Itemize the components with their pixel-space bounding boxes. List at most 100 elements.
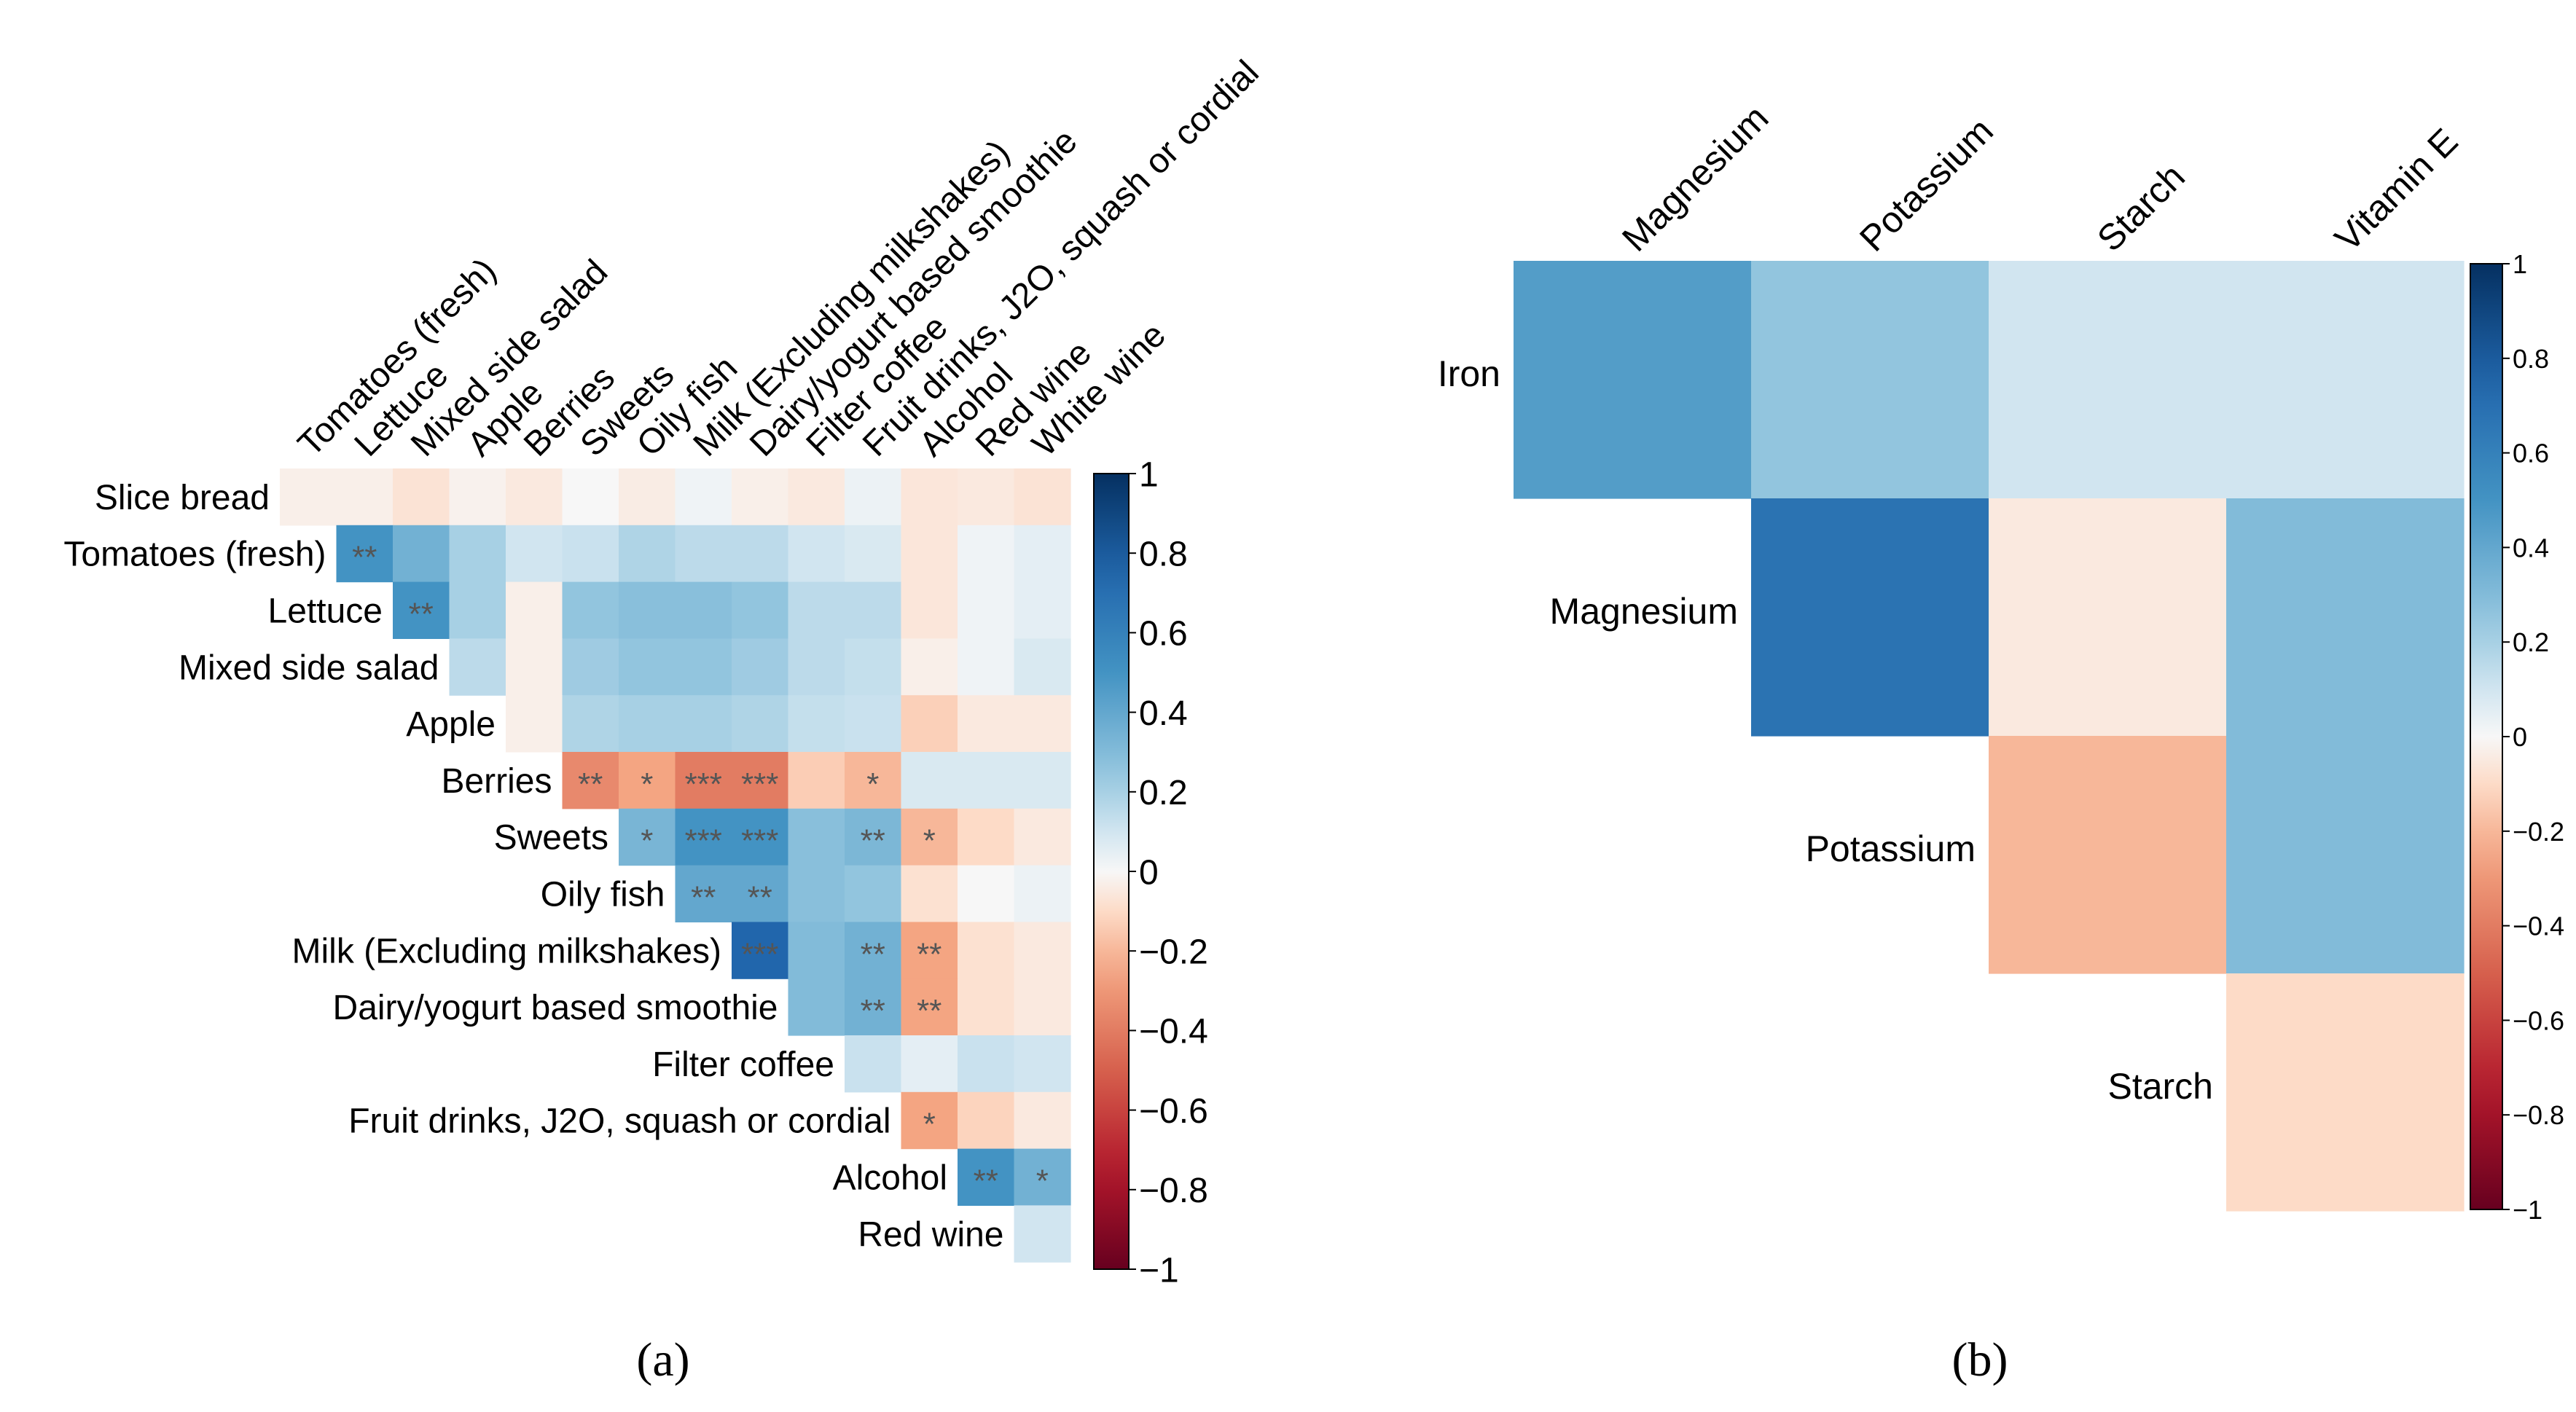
a-significance-mark: ** — [861, 936, 885, 972]
a-row-label: Filter coffee — [652, 1046, 834, 1084]
a-cell-apple-sweets — [562, 695, 619, 753]
a-cell-sweets-milk-excluding-milkshakes — [675, 808, 732, 866]
a-cell-lettuce-milk-excluding-milkshakes — [675, 581, 732, 639]
b-cell-starch-vitamin-e — [2226, 973, 2465, 1212]
a-cell-berries-red-wine — [958, 752, 1015, 809]
a-cell-filter-coffee-white-wine — [1014, 1035, 1071, 1093]
a-significance-mark: * — [641, 766, 653, 802]
a-significance-mark: ** — [917, 993, 941, 1029]
a-colorbar-tick-label: −0.8 — [1139, 1172, 1208, 1210]
a-cell-tomatoes-fresh-white-wine — [1014, 525, 1071, 583]
a-cell-berries-oily-fish — [619, 752, 676, 809]
a-cell-dairy-yogurt-based-smoothie-fruit-drinks-j2o-squash-or-cordial — [845, 978, 902, 1036]
a-cell-oily-fish-white-wine — [1014, 865, 1071, 922]
a-cell-lettuce-apple — [449, 581, 506, 639]
a-cell-slice-bread-filter-coffee — [788, 468, 845, 526]
b-row-label: Magnesium — [1550, 591, 1738, 632]
a-significance-mark: *** — [741, 823, 778, 859]
a-cell-apple-milk-excluding-milkshakes — [675, 695, 732, 753]
panel-b-correlogram: Iron Magnesium Potassium Starch Magnesium Po… — [1438, 97, 2564, 1386]
a-cell-apple-filter-coffee — [788, 695, 845, 753]
b-colorbar-tick-label: −0.8 — [2513, 1100, 2564, 1130]
a-colorbar-tick-label: −0.6 — [1139, 1092, 1208, 1131]
b-colorbar-tick-label: −0.6 — [2513, 1005, 2564, 1035]
b-colorbar-tick-label: 0.8 — [2513, 344, 2549, 374]
a-cell-tomatoes-fresh-milk-excluding-milkshakes — [675, 525, 732, 583]
b-row-label: Potassium — [1806, 828, 1976, 869]
a-cell-berries-fruit-drinks-j2o-squash-or-cordial — [845, 752, 902, 809]
a-cell-lettuce-fruit-drinks-j2o-squash-or-cordial — [845, 581, 902, 639]
a-cell-tomatoes-fresh-filter-coffee — [788, 525, 845, 583]
a-row-label: Sweets — [494, 819, 608, 858]
a-cell-tomatoes-fresh-berries — [506, 525, 563, 583]
a-cell-mixed-side-salad-filter-coffee — [788, 638, 845, 696]
b-colorbar-tick-label: 0 — [2513, 722, 2527, 752]
a-cell-mixed-side-salad-oily-fish — [619, 638, 676, 696]
a-significance-mark: *** — [741, 766, 778, 802]
a-cell-milk-excluding-milkshakes-filter-coffee — [788, 922, 845, 979]
a-colorbar-tick-label: 1 — [1139, 455, 1159, 494]
a-cell-slice-bread-berries — [506, 468, 563, 526]
a-cell-oily-fish-dairy-yogurt-based-smoothie — [732, 865, 789, 922]
a-significance-mark: * — [1036, 1164, 1049, 1199]
a-cell-oily-fish-fruit-drinks-j2o-squash-or-cordial — [845, 865, 902, 922]
b-colorbar-tick-label: 0.4 — [2513, 533, 2549, 562]
a-cell-lettuce-mixed-side-salad — [393, 581, 450, 639]
a-significance-mark: * — [923, 1107, 936, 1142]
a-colorbar-tick-label: −0.2 — [1139, 933, 1208, 971]
a-significance-mark: ** — [861, 823, 885, 859]
a-row-label: Tomatoes (fresh) — [63, 536, 326, 574]
a-cell-mixed-side-salad-dairy-yogurt-based-smoothie — [732, 638, 789, 696]
a-cell-apple-white-wine — [1014, 695, 1071, 753]
a-cell-filter-coffee-fruit-drinks-j2o-squash-or-cordial — [845, 1035, 902, 1093]
b-cell-iron-potassium — [1751, 261, 1989, 499]
a-row-label: Milk (Excluding milkshakes) — [292, 932, 721, 970]
a-colorbar-tick-label: 0.2 — [1139, 774, 1188, 812]
b-col-label: Vitamin E — [2327, 121, 2465, 259]
a-cell-sweets-fruit-drinks-j2o-squash-or-cordial — [845, 808, 902, 866]
b-cell-magnesium-starch — [1989, 498, 2227, 737]
a-colorbar-tick-label: −1 — [1139, 1251, 1179, 1290]
a-significance-mark: ** — [409, 597, 434, 632]
a-colorbar-tick-label: 0.4 — [1139, 694, 1188, 733]
b-cell-potassium-starch — [1989, 736, 2227, 974]
a-cell-berries-milk-excluding-milkshakes — [675, 752, 732, 809]
a-significance-mark: ** — [917, 936, 941, 972]
a-cell-oily-fish-filter-coffee — [788, 865, 845, 922]
a-cell-slice-bread-fruit-drinks-j2o-squash-or-cordial — [845, 468, 902, 526]
b-colorbar-tick-label: 0.2 — [2513, 627, 2549, 657]
b-cell-iron-starch — [1989, 261, 2227, 499]
a-cell-lettuce-white-wine — [1014, 581, 1071, 639]
panel-a-label: (a) — [636, 1333, 689, 1386]
a-cell-tomatoes-fresh-mixed-side-salad — [393, 525, 450, 583]
a-cell-mixed-side-salad-white-wine — [1014, 638, 1071, 696]
a-cell-lettuce-oily-fish — [619, 581, 676, 639]
a-colorbar-tick-label: 0 — [1139, 853, 1159, 892]
a-cell-tomatoes-fresh-oily-fish — [619, 525, 676, 583]
a-cell-dairy-yogurt-based-smoothie-white-wine — [1014, 978, 1071, 1036]
a-significance-mark: ** — [578, 766, 603, 802]
a-cell-red-wine-white-wine — [1014, 1205, 1071, 1263]
a-cell-tomatoes-fresh-alcohol — [901, 525, 958, 583]
a-cell-sweets-dairy-yogurt-based-smoothie — [732, 808, 789, 866]
a-cell-slice-bread-white-wine — [1014, 468, 1071, 526]
panel-a-correlogram: ****** * *** *** ** *** *** ** *** ***** ** **** ***… — [63, 53, 1266, 1386]
a-cell-apple-alcohol — [901, 695, 958, 753]
a-cell-apple-red-wine — [958, 695, 1015, 753]
a-cell-slice-bread-apple — [449, 468, 506, 526]
a-colorbar-tick-label: −0.4 — [1139, 1013, 1208, 1051]
b-cell-potassium-vitamin-e — [2226, 736, 2465, 974]
a-cell-mixed-side-salad-apple — [449, 638, 506, 696]
a-cell-oily-fish-red-wine — [958, 865, 1015, 922]
a-significance-mark: *** — [685, 823, 722, 859]
a-cell-mixed-side-salad-alcohol — [901, 638, 958, 696]
a-cell-sweets-white-wine — [1014, 808, 1071, 866]
b-colorbar-tick-label: 1 — [2513, 249, 2527, 279]
a-significance-mark: ** — [861, 993, 885, 1029]
a-cell-filter-coffee-alcohol — [901, 1035, 958, 1093]
panel-b-label: (b) — [1952, 1333, 2008, 1386]
a-significance-mark: * — [866, 766, 879, 802]
b-colorbar-tick-label: −0.2 — [2513, 817, 2564, 847]
a-cell-slice-bread-sweets — [562, 468, 619, 526]
